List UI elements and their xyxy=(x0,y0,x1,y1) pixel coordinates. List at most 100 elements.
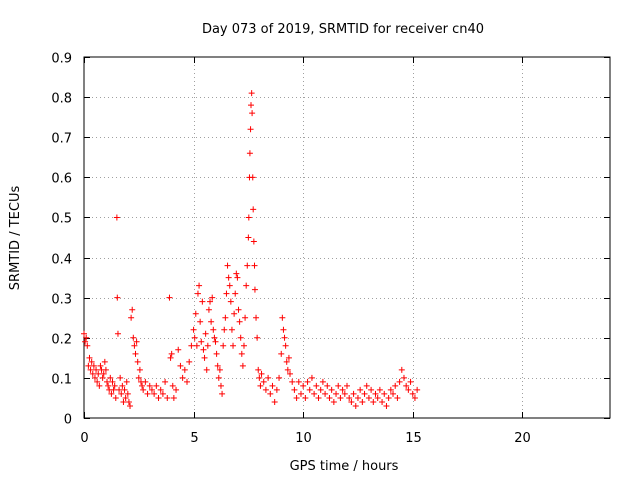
data-point xyxy=(97,362,104,369)
data-point xyxy=(273,386,280,393)
data-point xyxy=(313,382,320,389)
data-point xyxy=(96,382,103,389)
data-point xyxy=(82,338,89,345)
data-point xyxy=(114,294,121,301)
data-point xyxy=(249,110,256,117)
data-point xyxy=(409,390,416,397)
y-tick-label: 0.5 xyxy=(51,212,72,227)
data-point xyxy=(262,386,269,393)
data-point xyxy=(85,362,92,369)
y-tick-labels: 0 0.1 0.2 0.3 0.4 0.5 0.6 0.7 0.8 0.9 xyxy=(51,52,72,428)
data-point xyxy=(228,326,235,333)
data-point xyxy=(175,346,182,353)
data-point xyxy=(361,390,368,397)
data-point xyxy=(344,382,350,389)
data-point xyxy=(198,338,205,345)
data-point xyxy=(114,330,121,337)
data-point xyxy=(203,366,210,373)
data-point xyxy=(153,382,160,389)
y-tick-label: 0.2 xyxy=(51,333,72,348)
data-point xyxy=(209,294,216,301)
data-point xyxy=(123,378,130,385)
data-point xyxy=(326,394,333,401)
data-point xyxy=(173,386,180,393)
data-point xyxy=(247,126,254,133)
data-point xyxy=(392,382,399,389)
data-point xyxy=(192,310,199,317)
data-point xyxy=(83,334,90,341)
data-point xyxy=(112,394,119,401)
data-point xyxy=(281,334,288,341)
data-point xyxy=(186,358,193,365)
data-point xyxy=(116,386,123,393)
data-point xyxy=(234,274,241,281)
data-point xyxy=(87,366,94,373)
data-point xyxy=(245,214,252,221)
data-point xyxy=(328,386,335,393)
data-point xyxy=(354,394,361,401)
data-point xyxy=(407,378,414,385)
data-point xyxy=(159,390,166,397)
data-point xyxy=(216,366,223,373)
data-point xyxy=(285,354,292,361)
y-tick-label: 0.9 xyxy=(51,52,72,67)
data-point xyxy=(226,282,233,289)
data-point xyxy=(225,274,232,281)
data-point xyxy=(99,374,106,381)
data-point xyxy=(110,386,117,393)
data-point xyxy=(211,334,218,341)
data-point xyxy=(300,382,307,389)
data-point xyxy=(363,382,370,389)
data-point xyxy=(105,382,112,389)
data-point xyxy=(240,342,247,349)
data-point xyxy=(394,394,401,401)
data-point xyxy=(383,402,390,409)
data-point xyxy=(324,382,331,389)
data-point xyxy=(208,318,215,325)
data-point xyxy=(346,394,353,401)
data-point xyxy=(238,350,245,357)
data-point xyxy=(155,394,162,401)
data-point xyxy=(212,338,219,345)
data-point xyxy=(348,398,355,405)
data-point xyxy=(181,366,188,373)
data-point xyxy=(124,390,131,397)
data-point xyxy=(251,286,258,293)
data-point xyxy=(81,330,87,337)
data-point xyxy=(405,386,412,393)
data-point xyxy=(244,262,251,269)
data-point xyxy=(250,238,257,245)
data-point xyxy=(257,382,264,389)
x-axis-label: GPS time / hours xyxy=(290,459,399,474)
data-point xyxy=(107,374,114,381)
data-point xyxy=(167,354,174,361)
axis-ticks xyxy=(84,57,610,419)
data-point xyxy=(374,394,381,401)
data-point xyxy=(223,290,230,297)
data-point xyxy=(317,386,324,393)
data-point xyxy=(387,386,394,393)
data-point xyxy=(190,326,197,333)
data-point xyxy=(207,298,214,305)
data-point xyxy=(278,350,285,357)
data-point xyxy=(108,390,115,397)
data-point xyxy=(243,282,250,289)
data-point xyxy=(315,394,322,401)
data-point xyxy=(131,342,138,349)
data-point xyxy=(284,366,291,373)
data-point xyxy=(280,326,287,333)
data-point xyxy=(157,386,164,393)
data-point xyxy=(396,378,403,385)
data-point xyxy=(136,366,143,373)
data-point xyxy=(279,314,286,321)
data-point xyxy=(100,370,107,377)
y-tick-label: 0.4 xyxy=(51,253,72,268)
data-point xyxy=(255,366,262,373)
data-point xyxy=(213,350,220,357)
data-point xyxy=(140,386,147,393)
data-point xyxy=(177,362,184,369)
data-point xyxy=(335,382,342,389)
data-point xyxy=(94,378,101,385)
x-tick-label: 15 xyxy=(405,431,422,446)
